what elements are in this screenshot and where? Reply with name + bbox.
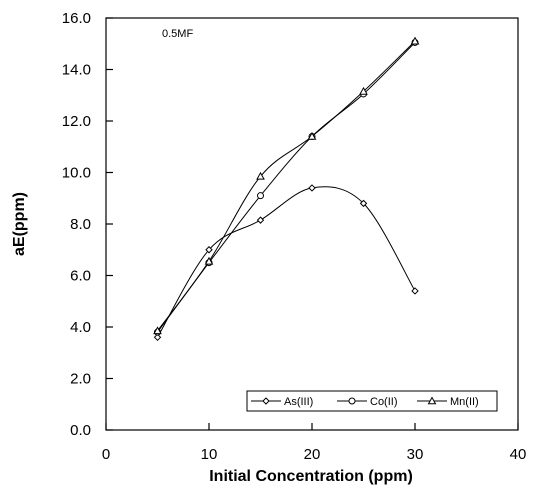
data-point [411,287,419,295]
legend-marker [262,397,270,405]
data-point [307,131,317,140]
series-line [157,40,416,332]
series-diamond [153,184,419,342]
y-tick-label: 8.0 [70,216,91,233]
x-tick-label: 10 [201,446,218,463]
legend-item: Mn(II) [417,396,479,408]
y-tick-label: 10.0 [62,165,91,182]
data-point [153,333,162,342]
data-point [359,86,368,95]
plot-frame [105,17,519,431]
series-circle [154,38,419,336]
y-axis-title: aE(ppm) [11,192,28,256]
data-point [256,216,265,224]
data-point [257,192,264,200]
data-point [308,184,316,192]
data-point [359,199,368,208]
y-tick-label: 2.0 [70,371,91,388]
legend-box [246,390,498,412]
chart-annotation: 0.5MF [162,28,193,40]
legend: As(III) Co(II) Mn(II) [246,390,498,412]
y-axis: 0.0 2.0 4.0 6.0 8.0 10.0 12.0 14.0 16.0 [62,10,113,439]
y-tick-label: 14.0 [62,62,91,79]
y-tick-label: 12.0 [62,113,91,130]
series-triangle [153,36,420,335]
data-point [256,171,265,180]
x-tick-label: 30 [407,446,424,463]
legend-marker [427,396,437,405]
x-tick-label: 20 [304,446,321,463]
data-point [205,246,213,254]
data-point [204,256,214,265]
series-line [157,42,416,333]
data-point [410,36,420,45]
legend-item: Co(II) [337,396,398,408]
plot-area-border [105,17,519,431]
x-tick-label: 0 [102,446,110,463]
x-axis: 0 10 20 30 40 [102,423,527,463]
series-layer [153,36,420,342]
data-point [153,326,162,335]
y-tick-label: 4.0 [70,319,91,336]
y-tick-label: 6.0 [70,268,91,285]
x-axis-title: Initial Concentration (ppm) [209,468,413,485]
y-tick-label: 16.0 [62,10,91,27]
series-line [157,186,416,338]
legend-label: Mn(II) [450,396,479,408]
legend-label: Co(II) [370,396,398,408]
y-tick-label: 0.0 [70,422,91,439]
legend-label: As(III) [284,396,313,408]
legend-marker [348,397,356,405]
legend-item: As(III) [251,396,313,408]
x-tick-label: 40 [510,446,527,463]
